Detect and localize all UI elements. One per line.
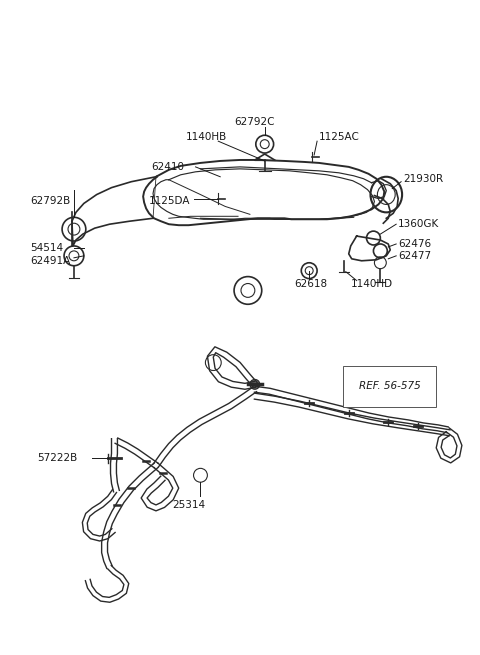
Circle shape bbox=[250, 379, 260, 389]
Text: 1125DA: 1125DA bbox=[149, 196, 191, 206]
Text: 1140HB: 1140HB bbox=[186, 132, 227, 142]
Text: 62476: 62476 bbox=[398, 239, 431, 249]
Text: 1140HD: 1140HD bbox=[351, 278, 393, 288]
Text: 62618: 62618 bbox=[294, 278, 327, 288]
Text: 25314: 25314 bbox=[172, 500, 205, 510]
Text: 62792C: 62792C bbox=[235, 117, 275, 128]
Text: 1125AC: 1125AC bbox=[319, 132, 360, 142]
Text: 62410: 62410 bbox=[151, 162, 184, 172]
Text: 62792B: 62792B bbox=[30, 196, 71, 206]
Text: 1360GK: 1360GK bbox=[398, 219, 439, 229]
Text: REF. 56-575: REF. 56-575 bbox=[359, 381, 420, 391]
Text: 54514: 54514 bbox=[30, 243, 63, 253]
Text: 62491A: 62491A bbox=[30, 256, 71, 266]
Text: 21930R: 21930R bbox=[403, 174, 443, 184]
Text: 57222B: 57222B bbox=[37, 453, 78, 464]
Text: 62477: 62477 bbox=[398, 251, 431, 261]
